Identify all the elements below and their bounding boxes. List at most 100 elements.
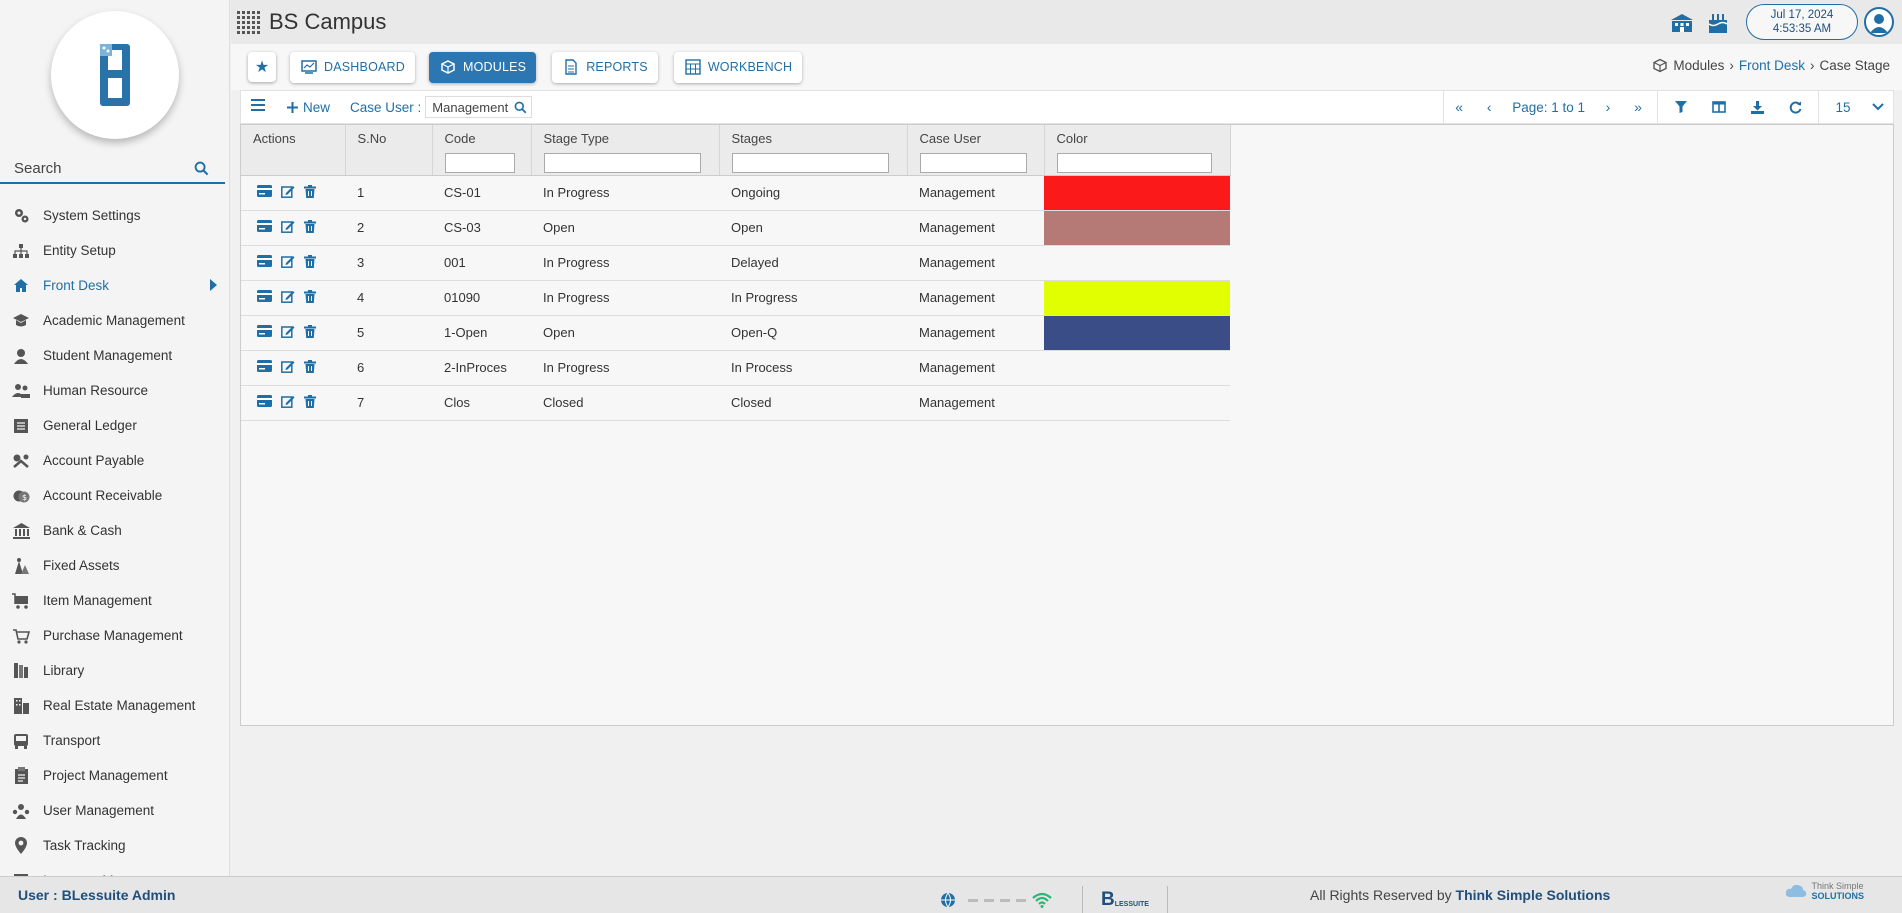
edit-icon[interactable] (281, 395, 295, 408)
search-icon[interactable] (514, 101, 527, 114)
reports-button[interactable]: REPORTS (552, 51, 658, 83)
cell-stage-type: In Progress (531, 280, 719, 316)
column-header-stages[interactable]: Stages (719, 125, 908, 151)
view-card-icon[interactable] (257, 395, 272, 408)
apps-grid-icon[interactable] (235, 9, 261, 35)
sidebar-item-general-ledger[interactable]: General Ledger (0, 408, 229, 443)
sidebar-item-project-management[interactable]: Project Management (0, 758, 229, 793)
company-link[interactable]: Think Simple Solutions (1455, 887, 1611, 903)
rights-prefix: All Rights Reserved by (1310, 887, 1452, 903)
sidebar-item-transport[interactable]: Transport (0, 723, 229, 758)
dashboard-button[interactable]: DASHBOARD (290, 51, 415, 83)
sidebar-item-purchase-management[interactable]: Purchase Management (0, 618, 229, 653)
column-header-stage-type[interactable]: Stage Type (531, 125, 720, 151)
next-page-icon[interactable]: › (1605, 99, 1611, 115)
cell-sno: 7 (345, 385, 432, 421)
filter-color-input[interactable] (1056, 152, 1212, 173)
sidebar-item-task-tracking[interactable]: Task Tracking (0, 828, 229, 863)
columns-icon[interactable] (1700, 101, 1738, 113)
download-icon[interactable] (1738, 100, 1776, 114)
cell-case-user: Management (907, 245, 1044, 281)
first-page-icon[interactable]: « (1455, 99, 1464, 115)
breadcrumb-modules[interactable]: Modules (1673, 58, 1725, 73)
breadcrumb: Modules › Front Desk › Case Stage (1652, 58, 1890, 73)
modules-button[interactable]: MODULES (428, 51, 537, 83)
favorites-star-icon[interactable]: ★ (248, 52, 276, 82)
sidebar-item-academic-management[interactable]: Academic Management (0, 303, 229, 338)
view-card-icon[interactable] (257, 220, 272, 233)
sidebar-item-inventory-management[interactable]: Inventory Management (0, 863, 229, 876)
edit-icon[interactable] (281, 255, 295, 268)
filter-stages-input[interactable] (731, 152, 889, 173)
expand-arrow-icon[interactable] (210, 279, 217, 291)
view-card-icon[interactable] (257, 325, 272, 338)
case-user-value: Management (432, 99, 509, 115)
edit-icon[interactable] (281, 220, 295, 233)
edit-icon[interactable] (281, 290, 295, 303)
cell-stage: In Process (719, 350, 907, 386)
filter-stage-type-input[interactable] (543, 152, 701, 173)
new-button[interactable]: New (287, 100, 330, 115)
dashboard-label: DASHBOARD (324, 60, 405, 74)
table-row[interactable]: 4 01090 In Progress In Progress Management (241, 280, 1230, 316)
delete-icon[interactable] (304, 394, 316, 408)
sidebar-item-front-desk[interactable]: Front Desk (0, 268, 229, 303)
table-row[interactable]: 7 Clos Closed Closed Management (241, 385, 1230, 421)
page-size-value[interactable]: 15 (1835, 99, 1851, 115)
delete-icon[interactable] (304, 219, 316, 233)
table-row[interactable]: 6 2-InProces In Progress In Process Manageme… (241, 350, 1230, 386)
column-header-case-user[interactable]: Case User (907, 125, 1045, 151)
sidebar-item-entity-setup[interactable]: Entity Setup (0, 233, 229, 268)
delete-icon[interactable] (304, 359, 316, 373)
sidebar-item-account-payable[interactable]: Account Payable (0, 443, 229, 478)
delete-icon[interactable] (304, 289, 316, 303)
sidebar-search[interactable]: Search (0, 154, 225, 184)
edit-icon[interactable] (281, 360, 295, 373)
view-card-icon[interactable] (257, 185, 272, 198)
sidebar-item-user-management[interactable]: User Management (0, 793, 229, 828)
filter-icon[interactable] (1662, 101, 1700, 113)
user-avatar[interactable] (1864, 7, 1894, 37)
prev-page-icon[interactable]: ‹ (1486, 99, 1492, 115)
refresh-icon[interactable] (1776, 101, 1814, 114)
delete-icon[interactable] (304, 254, 316, 268)
chevron-down-icon[interactable] (1863, 103, 1893, 111)
filter-code-input[interactable] (444, 152, 515, 173)
last-page-icon[interactable]: » (1634, 99, 1642, 115)
table-row[interactable]: 1 CS-01 In Progress Ongoing Management (241, 175, 1230, 211)
case-user-select[interactable]: Management (425, 96, 533, 118)
view-card-icon[interactable] (257, 255, 272, 268)
workbench-button[interactable]: WORKBENCH (673, 51, 803, 83)
column-header-color[interactable]: Color (1044, 125, 1231, 151)
column-header-code[interactable]: Code (432, 125, 532, 151)
column-header-actions[interactable]: Actions (241, 125, 346, 151)
view-card-icon[interactable] (257, 360, 272, 373)
footer-user-name: BLessuite Admin (61, 887, 176, 903)
table-row[interactable]: 2 CS-03 Open Open Management (241, 210, 1230, 246)
sidebar-item-account-receivable[interactable]: $ Account Receivable (0, 478, 229, 513)
delete-icon[interactable] (304, 324, 316, 338)
sidebar-item-fixed-assets[interactable]: Fixed Assets (0, 548, 229, 583)
sidebar-item-item-management[interactable]: Item Management (0, 583, 229, 618)
hamburger-menu-icon[interactable] (251, 98, 265, 116)
sidebar-item-bank-cash[interactable]: Bank & Cash (0, 513, 229, 548)
sidebar-item-human-resource[interactable]: Human Resource (0, 373, 229, 408)
edit-icon[interactable] (281, 185, 295, 198)
sidebar-item-student-management[interactable]: Student Management (0, 338, 229, 373)
institution-icon[interactable] (1664, 11, 1700, 33)
filter-case-user-input[interactable] (919, 152, 1027, 173)
search-icon[interactable] (194, 161, 209, 176)
table-row[interactable]: 3 001 In Progress Delayed Management (241, 245, 1230, 281)
app-logo[interactable] (50, 11, 179, 139)
sidebar-item-real-estate-management[interactable]: Real Estate Management (0, 688, 229, 723)
edit-icon[interactable] (281, 325, 295, 338)
sidebar-item-label: Purchase Management (43, 628, 183, 643)
delete-icon[interactable] (304, 184, 316, 198)
birthday-cake-icon[interactable] (1700, 10, 1736, 34)
table-row[interactable]: 5 1-Open Open Open-Q Management (241, 315, 1230, 351)
sidebar-item-system-settings[interactable]: System Settings (0, 198, 229, 233)
sidebar-item-library[interactable]: Library (0, 653, 229, 688)
breadcrumb-front-desk[interactable]: Front Desk (1738, 58, 1805, 73)
view-card-icon[interactable] (257, 290, 272, 303)
column-header-sno[interactable]: S.No (345, 125, 433, 151)
